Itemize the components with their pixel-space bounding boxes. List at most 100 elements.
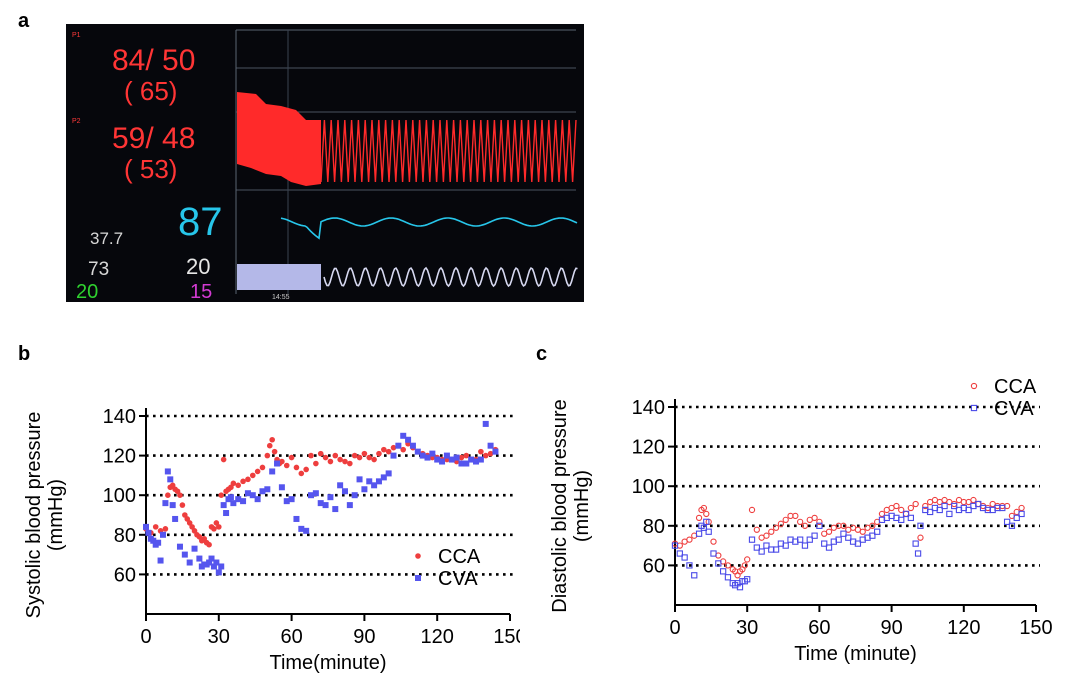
data-point-cca xyxy=(695,514,703,522)
data-point-cca xyxy=(385,448,392,455)
y-tick-label: 60 xyxy=(643,555,665,577)
data-point-cva xyxy=(172,515,179,522)
data-point-cva xyxy=(375,478,382,485)
patient-monitor-photo: P1 84/ 50 ( 65) P2 59/ 48 ( 53) 87 37.7 … xyxy=(66,24,584,302)
data-point-cva xyxy=(965,506,972,514)
data-point-cva xyxy=(218,563,225,570)
data-point-cva xyxy=(917,522,924,529)
data-point-cca xyxy=(347,460,353,467)
data-point-cva xyxy=(227,494,234,501)
data-point-cva xyxy=(303,527,310,534)
data-point-cca xyxy=(245,476,251,483)
data-point-cca xyxy=(254,468,261,475)
data-point-cva xyxy=(719,568,727,575)
data-point-cva xyxy=(317,500,324,507)
data-point-cca xyxy=(279,458,285,465)
y-tick-label: 80 xyxy=(643,516,665,538)
data-point-cca xyxy=(356,454,363,461)
data-point-cca xyxy=(216,524,222,530)
data-point-cva xyxy=(914,550,922,557)
data-point-cva xyxy=(458,460,465,467)
data-point-cva xyxy=(946,510,953,518)
x-tick-label: 150 xyxy=(1019,617,1052,639)
data-point-cca xyxy=(840,522,847,529)
data-point-cva xyxy=(473,458,480,465)
data-point-cva xyxy=(405,436,412,443)
data-point-cca xyxy=(458,454,465,461)
data-point-cva xyxy=(703,518,710,525)
data-point-cva xyxy=(159,531,166,538)
data-point-cca xyxy=(1018,504,1025,512)
monitor-resp-rate: 73 xyxy=(88,259,110,280)
monitor-temp-value: 37.7 xyxy=(90,229,124,248)
data-point-cca xyxy=(478,448,484,455)
y-tick-label: 120 xyxy=(103,446,136,468)
data-point-cva xyxy=(443,452,450,459)
data-point-cca xyxy=(317,450,324,457)
data-point-cva xyxy=(869,532,876,539)
data-point-cva xyxy=(288,496,295,503)
data-point-cca xyxy=(777,520,785,527)
monitor-p1-bp: 84/ 50 xyxy=(112,44,196,77)
monitor-spo2-value: 87 xyxy=(178,200,223,244)
data-point-cca xyxy=(825,528,833,535)
data-point-cca xyxy=(337,456,343,463)
pressure-waveform xyxy=(320,119,577,183)
data-point-cva xyxy=(429,450,436,457)
data-point-cva xyxy=(724,574,732,581)
data-point-cva xyxy=(400,432,407,439)
data-point-cva xyxy=(298,525,305,532)
data-point-cva xyxy=(167,476,174,483)
data-point-cva xyxy=(671,542,679,549)
data-point-cva xyxy=(744,576,751,583)
data-point-cca xyxy=(303,466,309,473)
data-point-cca xyxy=(269,436,275,443)
data-point-cva xyxy=(244,490,251,497)
data-point-cca xyxy=(763,532,770,539)
data-point-cca xyxy=(235,482,242,489)
monitor-value-20-green: 20 xyxy=(76,281,99,302)
data-point-cva xyxy=(230,500,237,507)
data-point-cva xyxy=(1018,510,1025,518)
data-point-cva xyxy=(150,537,157,544)
data-point-cva xyxy=(346,502,353,509)
data-point-cva xyxy=(208,555,215,562)
data-point-cva xyxy=(181,551,188,558)
monitor-p2-mean: ( 53) xyxy=(124,154,178,184)
data-point-cva xyxy=(1003,518,1011,525)
data-point-cva xyxy=(772,546,780,553)
legend-marker-cca xyxy=(415,553,421,559)
data-point-cva xyxy=(278,484,285,491)
y-tick-label: 120 xyxy=(632,437,665,459)
data-point-cca xyxy=(266,442,273,449)
x-tick-label: 90 xyxy=(353,626,375,648)
data-point-cva xyxy=(213,559,220,566)
data-point-cva xyxy=(1013,514,1020,522)
data-point-cca xyxy=(152,524,159,530)
data-point-cva xyxy=(254,496,261,503)
data-point-cva xyxy=(854,540,862,547)
data-point-cca xyxy=(298,470,305,477)
data-point-cva xyxy=(448,456,455,463)
data-point-cca xyxy=(686,536,693,543)
data-point-cva xyxy=(806,536,813,543)
data-point-cva xyxy=(439,458,446,465)
x-tick-label: 30 xyxy=(208,626,230,648)
data-point-cva xyxy=(1008,522,1016,529)
data-point-cva xyxy=(145,529,152,536)
data-point-cca xyxy=(322,454,329,461)
x-axis-label: Time (minute) xyxy=(794,643,917,665)
legend-marker-cva xyxy=(970,404,978,412)
data-point-cva xyxy=(840,530,847,537)
y-tick-label: 100 xyxy=(632,476,665,498)
resp-waveform xyxy=(323,266,578,288)
data-point-cca xyxy=(772,524,780,531)
data-point-cca xyxy=(220,456,227,463)
data-point-cva xyxy=(176,543,183,550)
x-axis-label: Time(minute) xyxy=(269,652,386,674)
data-point-cva xyxy=(385,470,392,477)
data-point-cva xyxy=(274,460,281,467)
monitor-waveforms xyxy=(235,29,578,294)
data-point-cva xyxy=(695,530,703,537)
diastolic-chart: 60 80 100 120 140 0 30 60 90 120 150 Time (minute) D… xyxy=(549,376,1053,665)
